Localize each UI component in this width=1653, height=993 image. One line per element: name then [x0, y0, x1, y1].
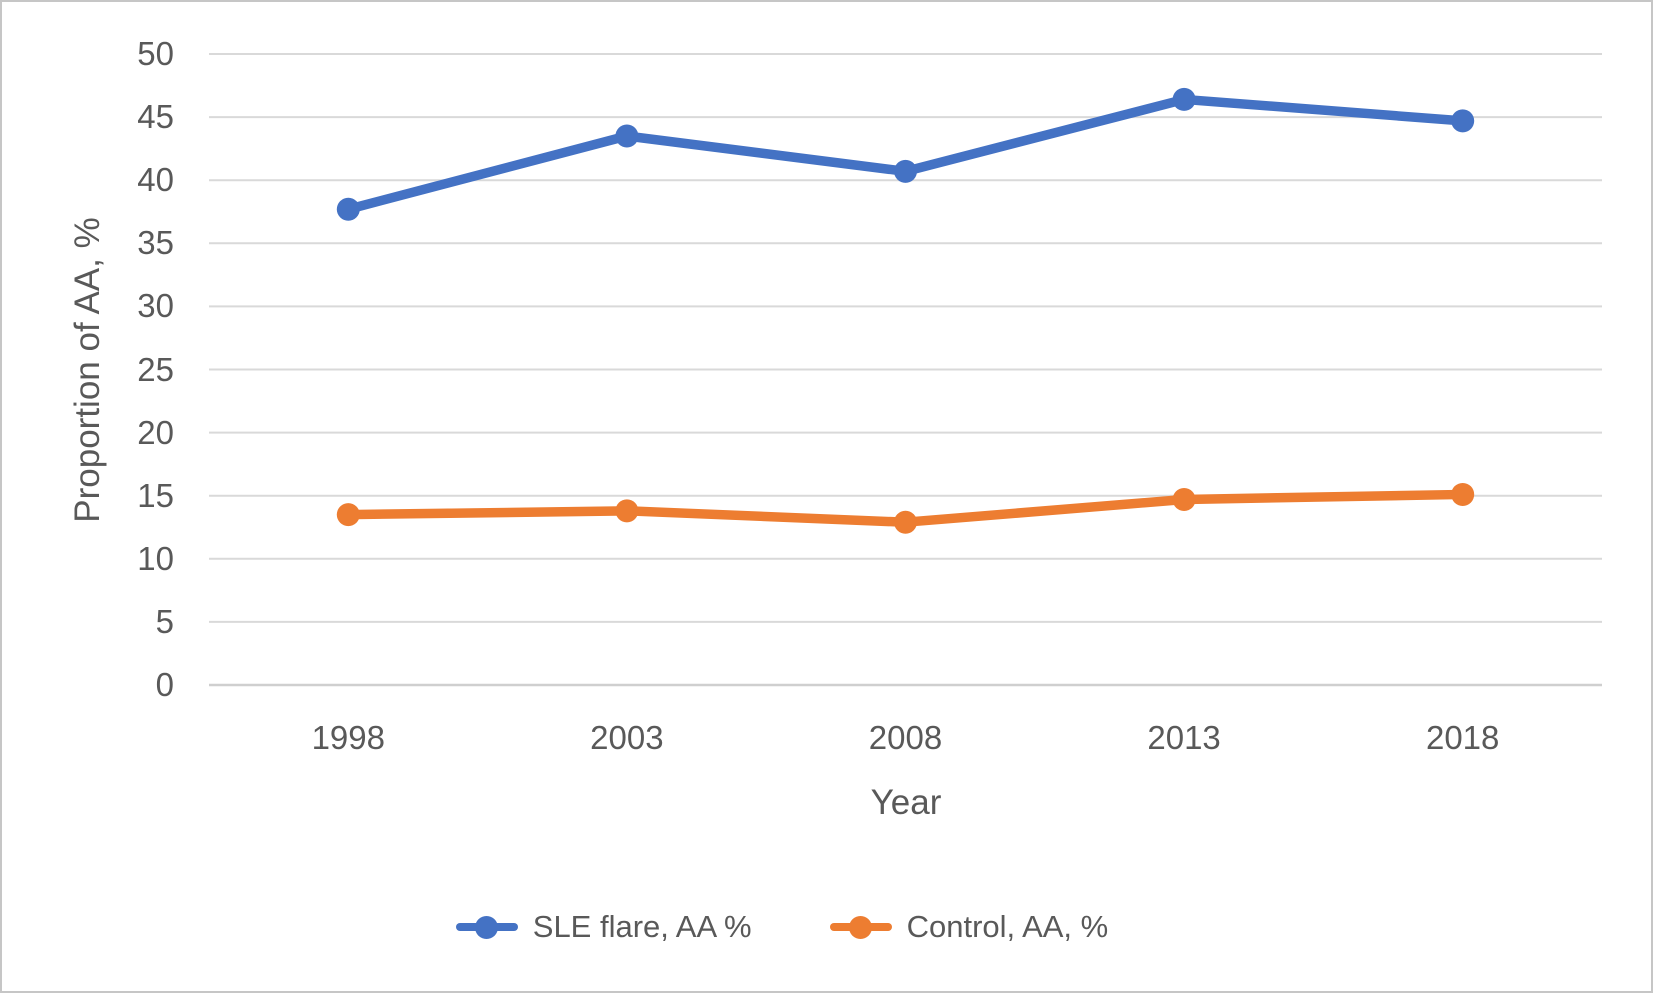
y-tick-label: 25: [137, 350, 174, 388]
data-point-marker: [1172, 487, 1196, 511]
legend-label: Control, AA, %: [906, 909, 1109, 944]
legend-item-control: Control, AA, %: [829, 909, 1109, 945]
y-tick-label: 40: [137, 161, 174, 199]
y-tick-label: 0: [155, 666, 174, 703]
x-tick-label: 2018: [1425, 719, 1500, 756]
data-point-marker: [615, 499, 639, 523]
x-tick-label: 2003: [590, 719, 664, 756]
x-axis-title: Year: [870, 783, 942, 822]
series-line: [343, 94, 1468, 214]
legend: SLE flare, AA % Control, AA, %: [2, 899, 1562, 955]
data-point-marker: [615, 124, 639, 148]
x-tick-label: 2013: [1147, 719, 1221, 756]
data-point-marker: [1451, 482, 1475, 506]
data-point-marker: [894, 159, 917, 183]
legend-item-sle-flare: SLE flare, AA %: [455, 909, 752, 945]
data-point-marker: [336, 503, 360, 527]
y-tick-label: 30: [137, 287, 174, 325]
data-point-marker: [1451, 109, 1475, 133]
data-point-marker: [336, 197, 360, 221]
y-tick-label: 20: [137, 413, 174, 451]
legend-label: SLE flare, AA %: [532, 909, 752, 944]
legend-dot-icon: [849, 915, 873, 939]
y-tick-label: 10: [137, 539, 174, 577]
y-tick-label: 35: [137, 224, 174, 262]
x-tick-label: 1998: [311, 719, 385, 756]
legend-dot-icon: [475, 915, 499, 939]
x-tick-label: 2008: [868, 719, 943, 756]
y-tick-label: 50: [137, 35, 174, 72]
data-point-marker: [1172, 87, 1196, 111]
y-tick-label: 5: [155, 602, 174, 640]
y-tick-label: 45: [137, 98, 174, 136]
line-marker-icon: [829, 915, 892, 939]
y-tick-label: 15: [137, 476, 174, 514]
data-point-marker: [894, 510, 917, 534]
line-marker-icon: [455, 915, 518, 939]
